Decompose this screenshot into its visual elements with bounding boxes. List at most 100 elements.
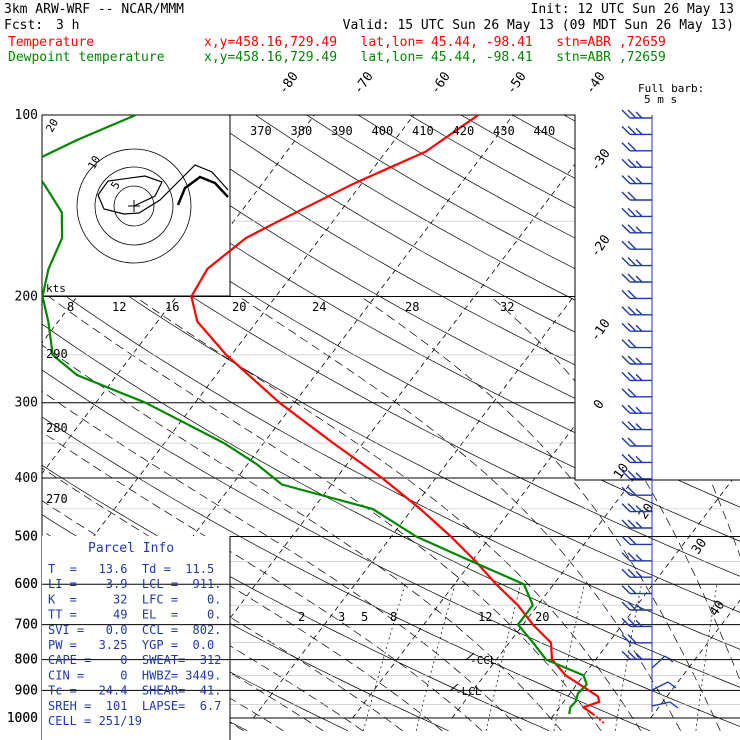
wind-barb-flag xyxy=(621,535,631,545)
wind-barb xyxy=(621,273,652,283)
isotherm-label-m80: -80 xyxy=(276,69,302,97)
forecast-label: Fcst: xyxy=(4,18,44,33)
pressure-label-800: 800 xyxy=(15,653,38,668)
isotherm-line xyxy=(550,115,740,719)
wind-barb xyxy=(621,109,652,119)
wind-barb-flag xyxy=(635,455,643,463)
wind-barb xyxy=(621,306,652,316)
wind-barb-flag xyxy=(621,388,631,398)
pressure-label-overlay-800: 800 xyxy=(15,653,38,668)
wind-barb-shaft xyxy=(651,701,671,707)
wind-barb-flag xyxy=(621,175,631,185)
wind-barb-flag xyxy=(627,388,637,398)
parcel-info-box xyxy=(42,536,230,740)
wind-barb-flag xyxy=(627,306,637,316)
wind-barb xyxy=(621,503,652,513)
dry-adiabat xyxy=(615,115,740,732)
wind-barb-flag xyxy=(621,437,631,447)
wind-barb xyxy=(621,486,652,496)
moist-adiabat xyxy=(705,296,740,731)
wind-barb-flag xyxy=(621,585,631,595)
wind-barb xyxy=(621,355,652,365)
dry-adiabat xyxy=(42,115,740,732)
dry-adiabat xyxy=(152,115,740,732)
wind-barb xyxy=(621,224,652,234)
wind-barb-flag xyxy=(621,306,631,316)
wind-barb-flag xyxy=(664,655,674,663)
isotherm-label-m70: -70 xyxy=(351,69,377,97)
hodograph-speed-label-8: 8 xyxy=(67,300,74,314)
wind-barb-flag xyxy=(621,125,631,135)
hodograph-trace-lower xyxy=(176,175,229,206)
wind-barb-flag xyxy=(621,601,631,611)
pressure-label-700: 700 xyxy=(15,618,38,633)
mixing-ratio-label-8: 8 xyxy=(390,610,397,624)
isotherm-line xyxy=(451,115,740,719)
wind-barb xyxy=(621,470,652,480)
pressure-label-overlay-900: 900 xyxy=(15,683,38,698)
parcel-info-row: K = 32 LFC = 0. xyxy=(48,592,221,606)
wind-barb xyxy=(621,535,652,546)
wind-barb-flag xyxy=(627,552,637,562)
wind-barb-flag xyxy=(635,275,643,283)
wind-barb-flag xyxy=(627,568,637,578)
wind-barb-flag xyxy=(627,142,637,152)
isotherm-label-10: 10 xyxy=(611,461,632,482)
valid-time: Valid: 15 UTC Sun 26 May 13 (09 MDT Sun … xyxy=(342,18,734,33)
wind-barb-flag xyxy=(627,437,637,447)
hodograph-speed-label-24: 24 xyxy=(312,300,326,314)
wind-barb-flag xyxy=(621,109,631,119)
wind-barb-flag xyxy=(621,257,631,267)
moist-adiabat xyxy=(42,296,522,732)
wind-barb xyxy=(621,142,652,152)
pressure-label-500: 500 xyxy=(15,529,38,544)
dry-adiabat xyxy=(42,115,740,732)
wind-barb xyxy=(621,601,652,611)
parcel-info-row: CELL = 251/19 xyxy=(48,714,142,728)
wind-barb-flag xyxy=(635,423,643,431)
moist-adiabat xyxy=(490,296,740,731)
dry-adiabat xyxy=(42,115,651,732)
wind-barb-flag xyxy=(627,503,637,513)
wind-barb-flag xyxy=(627,322,637,332)
wind-barb-flag xyxy=(621,289,631,299)
parcel-info-row: Tc = 24.4 SHEAR= 41. xyxy=(48,684,221,698)
wind-barb xyxy=(621,617,652,628)
parcel-info-row: CAPE = 0 SWEAT= 312 xyxy=(48,653,221,667)
wind-barb-flag xyxy=(635,373,643,381)
moist-adiabat xyxy=(42,296,483,732)
wind-barb-flag xyxy=(627,191,637,201)
parcel-info-row: SREH = 101 LAPSE= 6.7 xyxy=(48,699,221,713)
wind-barb-flag xyxy=(627,634,637,644)
hodograph-trace-upper xyxy=(97,164,229,215)
temperature-profile-line xyxy=(190,115,601,715)
wind-barb-flag xyxy=(635,619,643,627)
wind-barb-flag xyxy=(621,486,631,496)
wind-barb-flag xyxy=(627,371,637,381)
wind-barb-flag xyxy=(621,453,631,463)
wind-barb-flag xyxy=(621,552,631,562)
mixing-ratio-label-3: 3 xyxy=(338,610,345,624)
wind-barb-flag xyxy=(627,519,637,529)
wind-barb-flag xyxy=(635,357,643,365)
wind-barb xyxy=(621,175,652,185)
hodograph-units-label: kts xyxy=(46,282,66,295)
wind-barb-flag xyxy=(669,701,679,709)
pressure-label-overlay-500: 500 xyxy=(15,529,38,544)
dry-adiabat xyxy=(357,115,740,732)
hodograph-speed-label-20: 20 xyxy=(232,300,246,314)
theta-side-label-280: 280 xyxy=(46,421,68,435)
dry-adiabat xyxy=(42,115,740,732)
hodograph-speed-label-32: 32 xyxy=(500,300,514,314)
wind-barb-flag xyxy=(635,177,643,185)
wind-barb xyxy=(621,404,652,414)
hodograph-ring-20 xyxy=(76,148,192,264)
pressure-label-600: 600 xyxy=(15,577,38,592)
mixing-ratio-label-5: 5 xyxy=(361,610,368,624)
wind-barb xyxy=(621,634,652,644)
wind-barb xyxy=(621,437,652,447)
isotherm-label-m60: -60 xyxy=(428,69,454,97)
isotherm-label-0: 0 xyxy=(591,397,608,412)
wind-barb-flag xyxy=(621,207,631,217)
